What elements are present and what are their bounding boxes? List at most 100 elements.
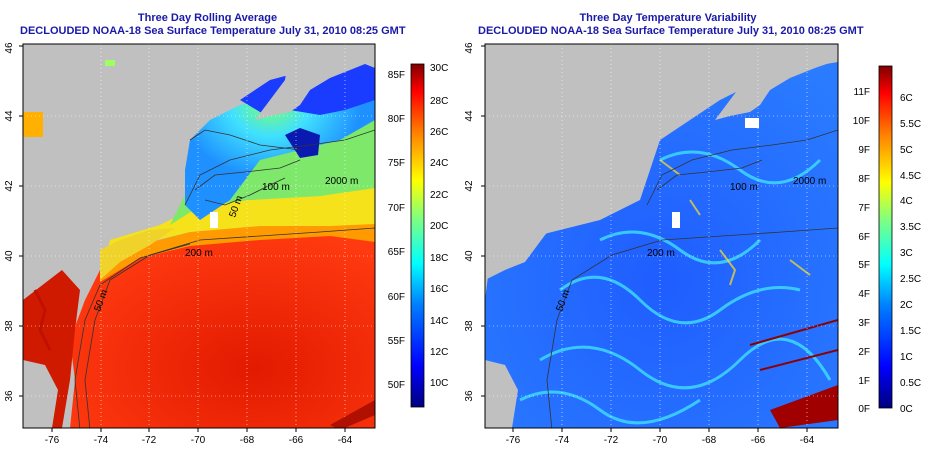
right-panel-title: Three Day Temperature Variability DECLOU… (478, 12, 864, 38)
right-colorbar-c-label: 4C (900, 196, 913, 207)
left-warm-ocean (70, 230, 375, 428)
right-map (485, 44, 838, 428)
right-colorbar (878, 65, 893, 409)
left-contour-label: 200 m (185, 248, 213, 259)
left-map (23, 44, 375, 428)
left-colorbar-f-label: 85F (388, 70, 405, 81)
right-colorbar-c-label: 5C (900, 145, 913, 156)
right-contour-label: 2000 m (793, 176, 826, 187)
right-colorbar-f-label: 7F (858, 203, 870, 214)
left-colorbar-c-label: 24C (430, 158, 448, 169)
left-land-mainland (23, 44, 270, 280)
right-colorbar-c-label: 2.5C (900, 274, 921, 285)
right-x-tick: -76 (506, 435, 521, 446)
right-colorbar-c-label: 1.5C (900, 326, 921, 337)
left-y-tick: 46 (4, 42, 15, 54)
left-colorbar-f-label: 80F (388, 114, 405, 125)
right-x-tick: -64 (800, 435, 815, 446)
left-title-line2: DECLOUDED NOAA-18 Sea Surface Temperatur… (20, 25, 406, 37)
right-ocean-variability (485, 62, 838, 428)
left-land-south (23, 360, 58, 428)
right-colorbar-c-label: 3.5C (900, 222, 921, 233)
right-colorbar-c-label: 0C (900, 404, 913, 415)
left-colorbar-f-label: 60F (388, 292, 405, 303)
right-colorbar-f-label: 4F (858, 289, 870, 300)
left-swath-artifact (330, 400, 375, 428)
right-map-frame (484, 43, 839, 429)
left-colorbar-c-label: 26C (430, 127, 448, 138)
left-colorbar-f-label: 55F (388, 336, 405, 347)
left-colorbar-c-label: 14C (430, 316, 448, 327)
right-x-tick: -70 (653, 435, 668, 446)
left-contour-label: 2000 m (325, 176, 358, 187)
right-georges-bank (672, 212, 680, 228)
left-x-tick: -70 (191, 435, 206, 446)
right-colorbar-f-label: 3F (858, 318, 870, 329)
left-colorbar-c-label: 30C (430, 63, 448, 74)
right-colorbar-f-label: 0F (858, 404, 870, 415)
left-coastal-patch (23, 112, 43, 137)
left-y-tick: 36 (4, 390, 15, 402)
right-y-tick: 38 (464, 320, 475, 332)
right-colorbar-f-label: 11F (854, 87, 871, 98)
left-colorbar-f-label: 70F (388, 203, 405, 214)
right-y-tick: 46 (464, 42, 475, 54)
right-colorbar-f-label: 1F (858, 376, 870, 387)
left-y-tick: 42 (4, 180, 15, 192)
right-variability-swirls (519, 150, 832, 425)
left-slope-band (100, 222, 375, 282)
right-colorbar-f-label: 5F (858, 260, 870, 271)
right-variability-hotspots (659, 159, 811, 286)
left-title-line1: Three Day Rolling Average (137, 12, 278, 24)
left-x-tick: -64 (338, 435, 353, 446)
right-colorbar-f-label: 2F (858, 347, 870, 358)
left-georges-bank (210, 212, 218, 228)
left-chesapeake (33, 289, 52, 351)
left-colorbar-c-label: 16C (430, 284, 448, 295)
left-colorbar-c-label: 12C (430, 347, 448, 358)
right-x-tick: -74 (555, 435, 570, 446)
left-colorbar-c-label: 28C (430, 96, 448, 107)
left-land-capecod (165, 130, 190, 150)
right-x-tick: -68 (702, 435, 717, 446)
left-colorbar-f-label: 50F (388, 380, 405, 391)
left-grid (23, 44, 375, 428)
left-colorbar (410, 63, 425, 408)
left-y-tick: 44 (4, 110, 15, 122)
right-x-tick: -72 (604, 435, 619, 446)
right-colorbar-c-label: 5.5C (900, 119, 921, 130)
right-colorbar-f-label: 9F (858, 145, 870, 156)
right-y-tick: 40 (464, 250, 475, 262)
right-colorbar-c-label: 1C (900, 352, 913, 363)
right-y-tick: 36 (464, 390, 475, 402)
right-x-tick: -66 (751, 435, 766, 446)
right-y-tick: 44 (464, 110, 475, 122)
right-title-line1: Three Day Temperature Variability (579, 12, 757, 24)
left-x-tick: -76 (45, 435, 60, 446)
right-colorbar-c-label: 0.5C (900, 378, 921, 389)
left-panel-title: Three Day Rolling Average DECLOUDED NOAA… (20, 12, 406, 38)
left-mab-shelf (100, 228, 175, 280)
right-colorbar-f-label: 10F (853, 116, 870, 127)
right-contour-label: 100 m (730, 182, 758, 193)
right-colorbar-f-label: 8F (858, 174, 870, 185)
left-colorbar-c-label: 10C (430, 378, 448, 389)
right-colorbar-c-label: 3C (900, 248, 913, 259)
left-lake-patch (105, 60, 115, 66)
left-x-tick: -74 (94, 435, 109, 446)
left-x-tick: -68 (240, 435, 255, 446)
left-land-novascotia (255, 44, 375, 120)
right-colorbar-f-label: 6F (858, 232, 870, 243)
left-colorbar-c-label: 20C (430, 221, 448, 232)
left-y-tick: 40 (4, 250, 15, 262)
left-colorbar-f-label: 75F (388, 158, 405, 169)
left-x-tick: -72 (142, 435, 157, 446)
left-colorbar-c-label: 18C (430, 253, 448, 264)
right-colorbar-c-label: 2C (900, 300, 913, 311)
left-cold-patch (285, 128, 320, 158)
left-yellow-band (105, 185, 375, 262)
left-contour-label: 100 m (262, 182, 290, 193)
right-y-tick: 42 (464, 180, 475, 192)
left-colorbar-f-label: 65F (388, 247, 405, 258)
